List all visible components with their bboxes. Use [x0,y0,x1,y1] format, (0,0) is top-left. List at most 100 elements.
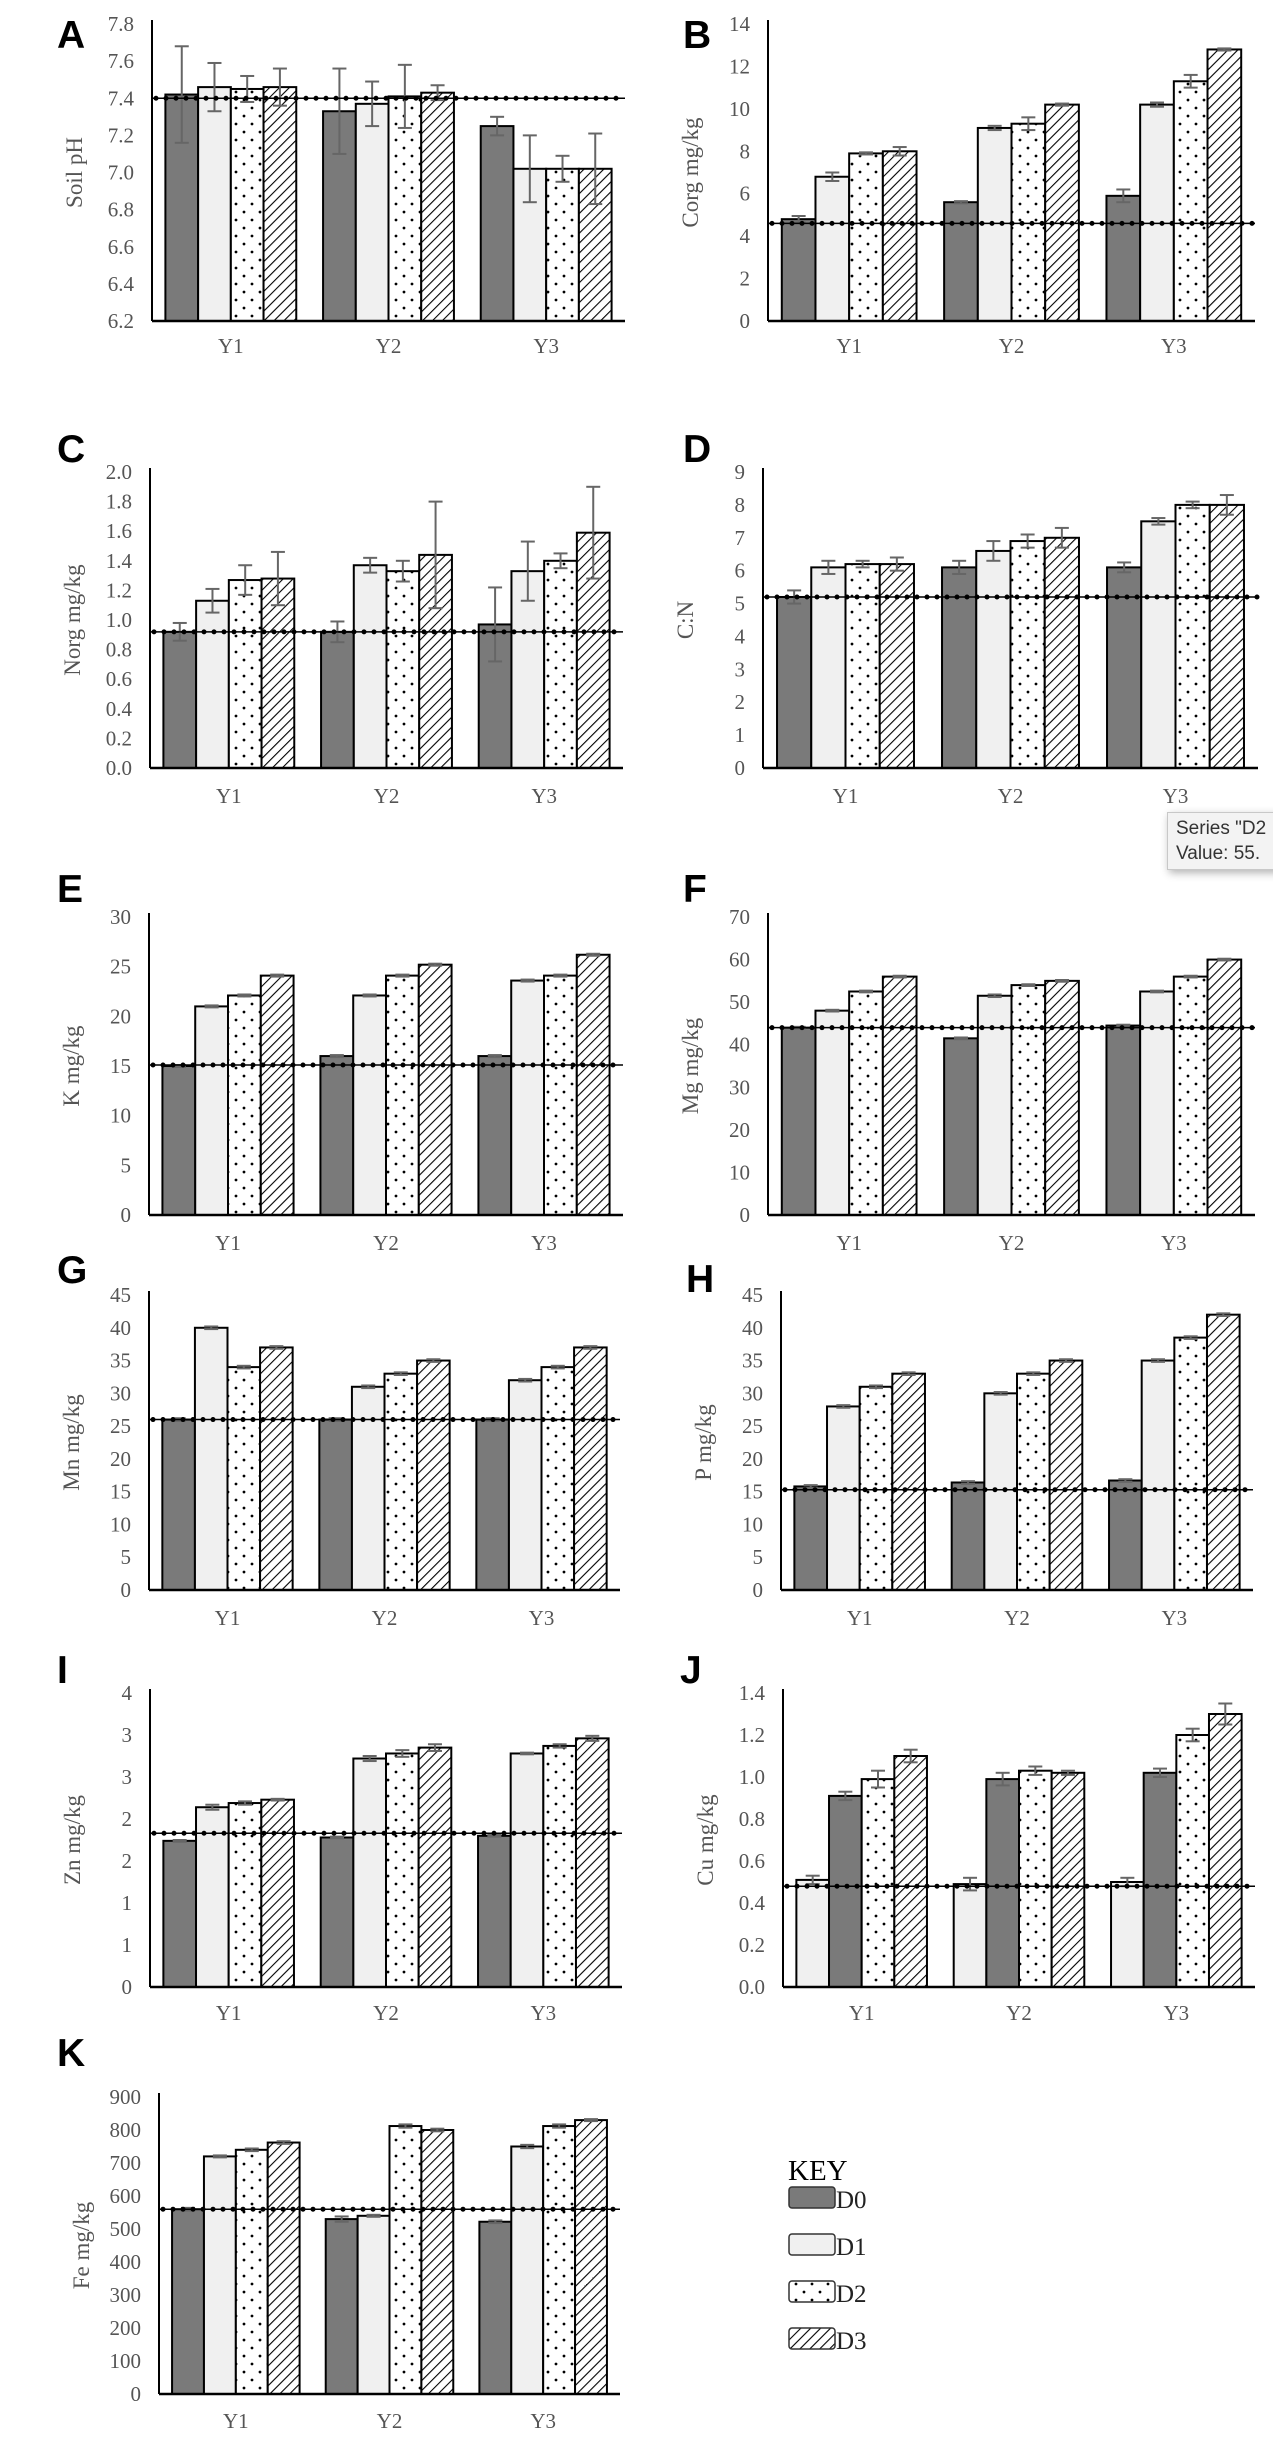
error-bar [993,1391,1008,1396]
legend-item-d2: D2 [788,2280,867,2308]
y-axis-title: Zn mg/kg [60,1794,85,1885]
error-bar [1028,1765,1043,1776]
y-tick-label: 0.8 [106,638,132,662]
y-tick-label: 200 [110,2316,142,2340]
bar-d2-y1 [848,990,884,1216]
y-tick-label: 0.6 [739,1849,765,1873]
bar-d1-y2 [985,1778,1020,1988]
legend-swatch [788,2280,836,2303]
bar-d0-y2 [950,1481,986,1591]
chart-panel-e: E 0 5 10 15 20 25 30 K mg/kg Y1 Y2 Y3 [57,868,626,1255]
error-bar [427,1743,442,1752]
x-category-label: Y3 [1163,784,1189,808]
y-tick-label: 10 [729,1160,750,1184]
error-bar [332,67,347,155]
error-bar [825,1008,840,1013]
bar-d3-y3 [573,1346,608,1592]
bar-d0-y3 [478,2220,513,2395]
error-bar [870,1769,885,1789]
error-bar [1020,533,1035,549]
y-tick-label: 6.8 [108,198,134,222]
error-bar [238,564,253,596]
bar-d1-y3 [510,2145,545,2395]
x-category-label: Y3 [1161,1606,1187,1630]
y-tick-label: 2 [740,267,751,291]
error-bar [329,1054,344,1059]
bar-d3-y3 [574,2119,608,2396]
bar-d0-y2 [943,201,979,322]
error-bar [889,556,904,572]
error-bar [426,1358,441,1363]
error-bar [520,1751,535,1756]
panel-letter: E [57,868,83,911]
bar-d2-y3 [1174,503,1211,769]
error-bar [520,978,535,983]
error-bar [1183,1335,1198,1340]
y-tick-label: 20 [110,1447,131,1471]
bar-d0-y2 [318,1418,353,1591]
bar-d1-y2 [356,2214,391,2396]
error-bar [1021,116,1036,132]
x-category-label: Y2 [372,1606,398,1630]
error-bar [237,1800,252,1806]
y-tick-label: 45 [742,1283,763,1307]
error-bar [586,952,601,957]
error-bar [212,2154,227,2159]
error-bar [237,993,252,998]
legend-item-d3: D3 [788,2327,867,2355]
bar-d3-y2 [417,1746,453,1988]
y-tick-label: 4 [122,1681,133,1705]
x-category-label: Y3 [1161,334,1187,358]
error-bar [520,540,535,602]
y-tick-label: 600 [110,2184,142,2208]
x-category-label: Y1 [836,1231,862,1255]
legend-title: KEY [788,2155,848,2187]
bar-d3-y1 [891,1372,926,1591]
error-bar [1217,47,1232,52]
y-tick-label: 40 [110,1316,131,1340]
bar-d2-y1 [227,994,262,1216]
bar-d2-y3 [542,1744,577,1989]
y-tick-label: 0 [740,1203,751,1227]
bar-d1-y2 [976,994,1013,1216]
y-tick-label: 0 [122,1975,133,1999]
y-tick-label: 15 [742,1480,763,1504]
bar-d1-y2 [354,102,390,322]
bar-d3-y2 [1048,1359,1084,1591]
bar-d1-y3 [1140,520,1177,769]
legend-item-d0: D0 [788,2186,867,2214]
y-axis-title: C:N [673,600,698,639]
error-bar [836,1404,851,1409]
error-bar [855,559,870,569]
y-tick-label: 0.4 [106,697,133,721]
y-tick-label: 10 [742,1512,763,1536]
x-category-label: Y3 [530,2001,556,2025]
error-bar [555,154,570,183]
error-bar [430,2127,445,2133]
bar-d0-y1 [161,1418,196,1591]
y-tick-label: 30 [742,1381,763,1405]
x-category-label: Y3 [531,1231,557,1255]
bar-d1-y2 [352,994,387,1216]
error-bar [395,1749,410,1758]
bar-d3-y2 [420,2129,455,2395]
y-tick-label: 12 [729,54,750,78]
x-category-label: Y1 [833,784,859,808]
error-bar [1219,494,1234,516]
bar-d2-y1 [227,1802,263,1989]
error-bar [868,1384,883,1390]
bar-d1-y1 [814,175,851,322]
y-axis-title: Cu mg/kg [693,1794,718,1886]
bar-d0-y3 [479,125,515,322]
bar-d3-y3 [1205,1313,1241,1591]
chart-panel-c: C 0.0 0.2 0.4 0.6 0.8 1.0 1.2 1.4 1.6 1.8 2.0 Norg m… [57,428,626,808]
legend-item-d1: D1 [788,2233,867,2261]
error-bar [205,587,220,614]
bar-d0-y2 [952,1883,988,1988]
bar-d2-y3 [1173,1336,1208,1591]
tooltip-value: Value: 55. [1176,843,1261,864]
error-bar [1117,561,1132,574]
chart-panel-b: B 0 2 4 6 8 10 12 14 Corg mg/kg Y1 Y2 Y3 [678,12,1258,358]
y-tick-label: 7.6 [108,49,134,73]
